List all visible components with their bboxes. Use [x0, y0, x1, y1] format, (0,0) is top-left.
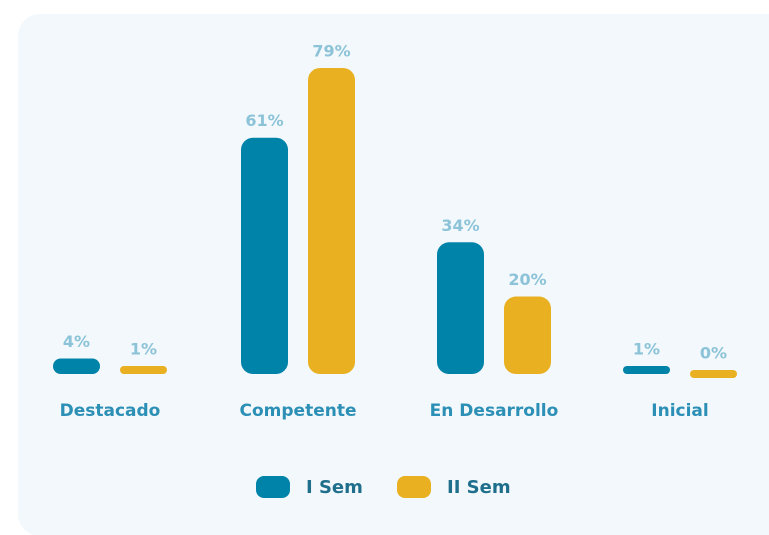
x-tick-label: En Desarrollo	[430, 401, 559, 421]
bar	[690, 370, 737, 378]
x-tick-label: Inicial	[651, 401, 708, 421]
bar	[53, 358, 100, 374]
value-label: 0%	[700, 344, 727, 363]
value-label: 1%	[130, 340, 157, 359]
bar	[308, 68, 355, 374]
x-tick-label: Competente	[240, 401, 357, 421]
value-label: 20%	[508, 270, 546, 289]
legend-label: II Sem	[447, 477, 511, 498]
card	[18, 14, 769, 535]
x-tick-label: Destacado	[60, 401, 161, 421]
bar	[623, 366, 670, 374]
bar	[120, 366, 167, 374]
bar	[504, 296, 551, 374]
legend-label: I Sem	[306, 477, 363, 498]
value-label: 34%	[441, 216, 479, 235]
value-label: 4%	[63, 332, 90, 351]
legend-swatch	[256, 476, 290, 498]
value-label: 79%	[312, 42, 350, 61]
bar	[437, 242, 484, 374]
value-label: 1%	[633, 340, 660, 359]
value-label: 61%	[245, 111, 283, 130]
bar	[241, 137, 288, 374]
legend-swatch	[397, 476, 431, 498]
